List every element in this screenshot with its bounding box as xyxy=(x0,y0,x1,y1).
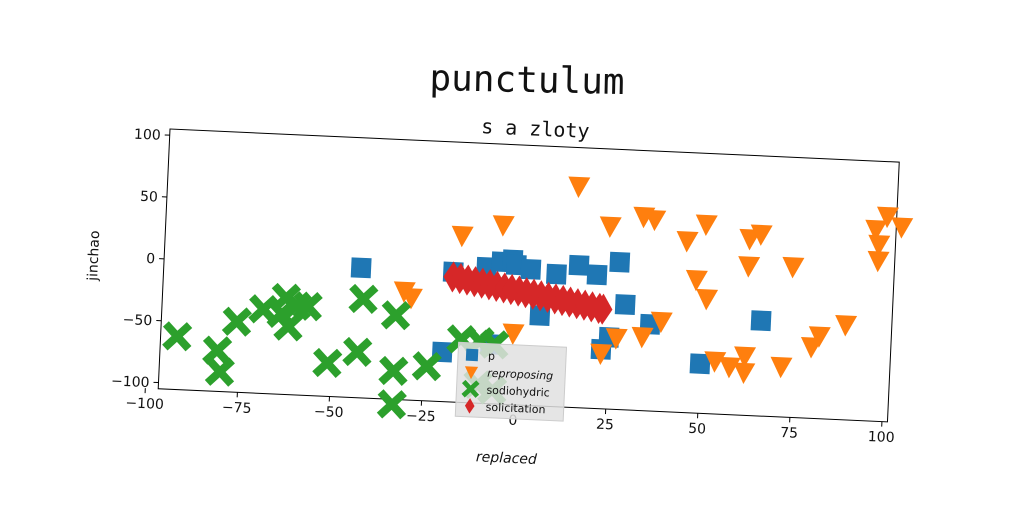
legend-label-solicitation: solicitation xyxy=(485,401,545,417)
data-point-p xyxy=(750,310,772,332)
y-tick-label: 50 xyxy=(140,189,159,206)
data-point-reproposing xyxy=(782,256,805,279)
y-tick-label: 100 xyxy=(134,127,161,144)
x-tick-label: 0 xyxy=(508,413,518,429)
legend-box xyxy=(454,341,568,422)
data-point-reproposing xyxy=(718,356,741,379)
data-point-sodiohydric xyxy=(411,351,442,382)
data-point-reproposing xyxy=(891,217,914,239)
x-tick-label: −50 xyxy=(314,404,344,421)
data-point-reproposing xyxy=(631,326,654,349)
data-point-sodiohydric xyxy=(292,291,323,322)
data-point-reproposing xyxy=(599,216,622,238)
data-point-reproposing xyxy=(605,328,628,350)
data-point-reproposing xyxy=(676,230,699,253)
legend-marker-p xyxy=(465,348,479,362)
data-point-reproposing xyxy=(876,206,899,229)
data-point-sodiohydric xyxy=(348,283,379,314)
data-point-reproposing xyxy=(451,225,474,248)
y-tick-label: −100 xyxy=(111,373,150,391)
legend-label-p: p xyxy=(488,350,496,363)
x-axis: −100 −75 −50 −25 0 25 50 75 100 xyxy=(125,388,895,446)
data-point-reproposing xyxy=(733,362,756,384)
x-tick-label: 25 xyxy=(596,417,615,434)
legend-marker-reproposing xyxy=(464,366,479,380)
x-tick-label: −25 xyxy=(406,408,436,425)
data-point-reproposing xyxy=(734,346,757,368)
data-point-reproposing xyxy=(685,269,708,292)
y-tick-label: 0 xyxy=(146,251,156,267)
data-point-reproposing xyxy=(770,356,793,379)
data-point-reproposing xyxy=(644,209,667,232)
data-point-p xyxy=(586,264,608,286)
data-point-reproposing xyxy=(750,224,773,246)
data-point-sodiohydric xyxy=(221,306,252,337)
data-point-reproposing xyxy=(835,315,858,337)
data-point-p xyxy=(568,254,590,276)
data-point-reproposing xyxy=(650,311,673,334)
legend-marker-sodiohydric xyxy=(461,379,480,398)
data-point-reproposing xyxy=(808,326,831,348)
data-point-p xyxy=(614,294,636,316)
data-point-p xyxy=(350,257,372,279)
chart-suptitle: punctulum xyxy=(429,58,625,103)
data-point-reproposing xyxy=(696,288,719,311)
data-point-p xyxy=(609,251,631,273)
plot-area: s a zloty −100 −75 −50 −25 0 25 50 75 100 −100 −5… xyxy=(85,114,914,468)
data-point-reproposing xyxy=(492,215,515,237)
data-point-reproposing xyxy=(868,234,891,257)
data-point-sodiohydric xyxy=(378,355,409,386)
data-point-sodiohydric xyxy=(204,356,235,387)
data-point-reproposing xyxy=(695,214,718,236)
data-point-solicitation xyxy=(593,293,613,325)
data-point-p xyxy=(520,258,542,280)
legend-marker-solicitation xyxy=(464,398,475,414)
legend-label-reproposing: reproposing xyxy=(487,367,554,383)
data-point-reproposing xyxy=(865,219,888,242)
x-tick-label: 75 xyxy=(780,425,799,442)
data-point-p xyxy=(529,305,551,327)
data-point-reproposing xyxy=(502,323,525,345)
x-tick-label: 50 xyxy=(688,421,707,438)
data-point-reproposing xyxy=(867,250,890,273)
data-point-p xyxy=(546,263,567,285)
legend-label-sodiohydric: sodiohydric xyxy=(486,384,550,400)
x-axis-label: replaced xyxy=(476,449,538,468)
data-point-sodiohydric xyxy=(312,347,343,378)
data-point-sodiohydric xyxy=(202,335,233,366)
x-tick-label: −100 xyxy=(125,395,164,413)
data-point-sodiohydric xyxy=(380,300,411,331)
data-point-sodiohydric xyxy=(162,321,193,352)
y-axis-label: jinchao xyxy=(85,230,103,282)
y-tick-label: −50 xyxy=(122,312,152,329)
y-axis: −100 −50 0 50 100 xyxy=(111,127,170,391)
data-point-sodiohydric xyxy=(342,336,373,367)
data-point-reproposing xyxy=(738,256,761,278)
data-point-reproposing xyxy=(400,287,423,310)
x-tick-label: 100 xyxy=(867,429,894,446)
data-point-p xyxy=(689,353,711,375)
chart-title: s a zloty xyxy=(481,114,590,143)
data-point-sodiohydric xyxy=(273,311,304,342)
data-point-reproposing xyxy=(704,351,727,373)
data-point-sodiohydric xyxy=(376,389,407,420)
x-tick-label: −75 xyxy=(222,400,252,417)
data-point-reproposing xyxy=(590,343,613,366)
data-point-reproposing xyxy=(568,176,591,198)
